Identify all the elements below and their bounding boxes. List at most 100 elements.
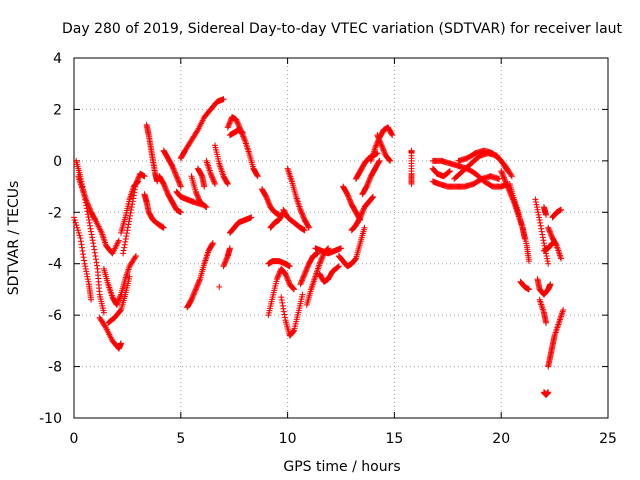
data-point — [117, 292, 124, 299]
data-point — [163, 187, 170, 194]
data-point — [83, 271, 90, 277]
data-point — [274, 273, 281, 280]
data-point — [263, 195, 270, 202]
data-point — [297, 206, 304, 213]
series-arc-22 — [224, 114, 261, 180]
data-point — [299, 210, 306, 217]
data-point — [209, 240, 216, 247]
data-point — [299, 291, 306, 298]
data-point — [177, 209, 184, 216]
data-point — [364, 182, 371, 189]
data-point — [376, 157, 383, 164]
series-arc-25 — [258, 186, 283, 218]
data-point — [90, 240, 97, 247]
data-point — [93, 262, 100, 269]
data-point — [301, 271, 308, 277]
data-point — [302, 269, 309, 276]
data-point — [83, 199, 90, 205]
data-point — [285, 278, 292, 285]
series-arc-19 — [211, 142, 231, 187]
data-point — [192, 287, 199, 294]
data-point — [190, 291, 197, 298]
series-arc-48 — [455, 147, 511, 175]
data-point — [344, 192, 351, 199]
data-point — [172, 172, 179, 178]
data-point — [498, 169, 505, 176]
data-point — [211, 181, 218, 187]
data-point — [82, 263, 89, 270]
data-point — [195, 280, 202, 286]
data-point — [303, 265, 310, 272]
data-point — [496, 175, 503, 182]
data-point — [224, 181, 231, 187]
data-point — [192, 188, 199, 195]
data-point — [211, 179, 218, 186]
data-point — [209, 174, 216, 181]
data-point — [264, 196, 271, 203]
data-point — [194, 282, 201, 289]
data-point — [207, 170, 214, 177]
data-point — [74, 224, 81, 231]
data-point — [195, 195, 202, 202]
data-point — [177, 183, 184, 190]
data-point — [387, 157, 394, 164]
data-point — [300, 273, 307, 280]
data-point — [135, 174, 142, 181]
data-point — [263, 193, 270, 200]
data-point — [224, 124, 231, 131]
data-point — [241, 136, 248, 142]
data-point — [80, 251, 87, 258]
data-point — [545, 226, 552, 232]
y-tick-label: -10 — [39, 411, 62, 427]
data-point — [335, 263, 342, 270]
data-point — [88, 228, 95, 235]
data-point — [359, 209, 366, 216]
data-point — [361, 224, 368, 231]
data-point — [87, 206, 94, 213]
data-point — [381, 148, 388, 155]
series-arc-51 — [517, 278, 532, 293]
series-arc-56 — [536, 296, 550, 326]
data-point — [303, 267, 310, 274]
data-point — [378, 141, 385, 148]
data-point — [319, 254, 326, 261]
data-point — [117, 307, 124, 314]
data-point — [73, 222, 80, 229]
data-point — [546, 227, 553, 234]
y-tick-label: -8 — [48, 360, 62, 376]
data-point — [360, 206, 367, 213]
data-point — [318, 256, 325, 263]
data-point — [525, 258, 532, 265]
data-point — [280, 305, 287, 312]
data-point — [208, 172, 215, 178]
data-point — [276, 271, 283, 277]
data-point — [305, 224, 312, 231]
data-point — [220, 263, 227, 270]
data-point — [88, 231, 95, 238]
data-point — [223, 256, 230, 263]
data-point — [305, 223, 312, 230]
data-point — [78, 241, 85, 248]
axis-ticks — [73, 57, 609, 419]
data-point — [317, 259, 324, 266]
data-point — [75, 229, 82, 236]
data-point — [543, 253, 550, 259]
data-point — [226, 245, 233, 252]
data-point — [160, 224, 167, 231]
data-point — [359, 208, 366, 214]
data-point — [508, 172, 515, 178]
grid — [74, 58, 608, 418]
data-point — [297, 208, 304, 214]
data-points — [71, 96, 567, 398]
x-tick-label: 20 — [492, 431, 510, 447]
data-point — [301, 227, 308, 234]
data-point — [171, 169, 178, 176]
data-point — [365, 178, 372, 185]
data-point — [210, 178, 217, 185]
data-point — [499, 170, 506, 177]
data-point — [114, 300, 121, 307]
data-point — [379, 145, 386, 151]
data-point — [203, 204, 210, 211]
data-point — [318, 255, 325, 262]
data-point — [357, 214, 364, 221]
